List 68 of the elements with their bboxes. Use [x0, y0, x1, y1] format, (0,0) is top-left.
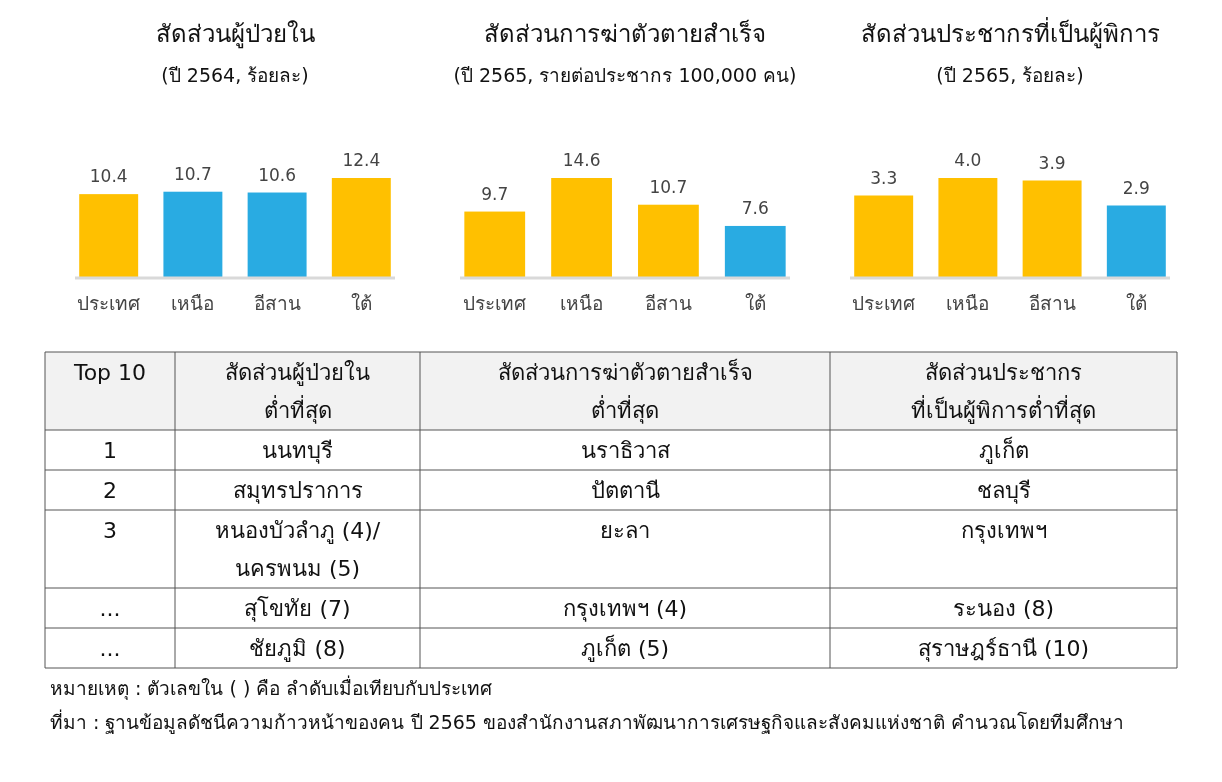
- bar: [551, 178, 612, 278]
- text: Top 10: [72, 360, 147, 385]
- text: กรุงเทพฯ: [960, 518, 1047, 543]
- x-tick-label: เหนือ: [171, 292, 215, 314]
- data-label: 7.6: [741, 197, 769, 218]
- text: สมุทรปราการ: [232, 478, 363, 503]
- text: นราธิวาส: [580, 438, 670, 463]
- data-label: 10.6: [258, 164, 297, 185]
- text: ชัยภูมิ (8): [249, 636, 346, 661]
- chart-subtitle: (ปี 2565, รายต่อประชากร 100,000 คน): [453, 64, 797, 86]
- data-label: 3.3: [870, 167, 898, 188]
- text: กรุงเทพฯ (4): [562, 596, 688, 621]
- chart-subtitle: (ปี 2565, ร้อยละ): [936, 64, 1084, 86]
- text: ชลบุรี: [976, 478, 1031, 503]
- chart-title: สัดส่วนประชากรที่เป็นผู้พิการ: [860, 17, 1160, 49]
- x-tick-label: อีสาน: [1028, 292, 1076, 314]
- text: ยะลา: [600, 518, 650, 543]
- bar: [724, 225, 786, 278]
- x-tick-label: ใต้: [1125, 292, 1147, 314]
- chart-title: สัดส่วนการฆ่าตัวตายสำเร็จ: [484, 19, 766, 48]
- data-label: 12.4: [342, 150, 381, 170]
- text: หนองบัวลำภู (4)/ นครพนม (5): [214, 518, 381, 581]
- category-label: ...: [99, 596, 121, 621]
- x-tick-label: เหนือ: [946, 292, 990, 314]
- category-label: สัดส่วนประชากร ที่เป็นผู้พิการต่ำที่สุด: [911, 360, 1096, 424]
- text: ปัตตานี: [590, 478, 660, 503]
- category-label: 3: [103, 518, 117, 543]
- bar: [79, 194, 139, 278]
- text: ภูเก็ต: [978, 438, 1029, 463]
- data-label: 4.0: [954, 150, 982, 170]
- data-label: 2.9: [1122, 177, 1150, 198]
- bar: [1106, 205, 1166, 278]
- bar: [638, 204, 699, 278]
- x-tick-label: ใต้: [350, 292, 372, 314]
- x-tick-label: อีสาน: [253, 292, 301, 314]
- text: นนทบุรี: [262, 438, 333, 463]
- bar: [1022, 180, 1082, 278]
- text: ระนอง (8): [952, 596, 1055, 621]
- data-label: 9.7: [481, 183, 509, 204]
- bar: [464, 211, 526, 278]
- x-tick-label: ประเทศ: [77, 292, 141, 314]
- bar: [163, 191, 223, 278]
- x-tick-label: ใต้: [744, 292, 766, 314]
- data-label: 10.4: [89, 166, 128, 187]
- data-label: 3.9: [1038, 152, 1066, 173]
- bar: [854, 195, 914, 278]
- chart-subtitle: (ปี 2564, ร้อยละ): [161, 64, 309, 86]
- category-label: ...: [99, 636, 121, 661]
- bar: [331, 178, 391, 278]
- x-tick-label: อีสาน: [644, 292, 692, 314]
- text: ภูเก็ต (5): [580, 636, 670, 661]
- x-tick-label: เหนือ: [560, 292, 604, 314]
- text: ที่มา : ฐานข้อมูลดัชนีความก้าวหน้าของคน ปี 2565 ของสำนักงานสภาพัฒนาการเศรษฐกิจและสังคมแห่งชาติ คำนวณโดยทีมศึกษา: [50, 708, 1125, 736]
- text: สุโขทัย (7): [244, 596, 351, 621]
- chart-title: สัดส่วนผู้ป่วยใน: [155, 20, 315, 49]
- category-label: 2: [103, 478, 117, 503]
- data-label: 14.6: [562, 150, 601, 170]
- text: หมายเหตุ : ตัวเลขใน ( ) คือ ลำดับเมื่อเทียบกับประเทศ: [50, 674, 494, 702]
- category-label: สัดส่วนการฆ่าตัวตายสำเร็จ ต่ำที่สุด: [497, 358, 753, 424]
- data-label: 10.7: [649, 176, 688, 197]
- category-label: 1: [103, 438, 117, 463]
- data-label: 10.7: [173, 163, 212, 184]
- bar: [938, 178, 998, 278]
- x-tick-label: ประเทศ: [852, 292, 916, 314]
- bar: [247, 192, 307, 278]
- category-label: สัดส่วนผู้ป่วยใน ต่ำที่สุด: [225, 360, 370, 424]
- x-tick-label: ประเทศ: [463, 292, 527, 314]
- text: สุราษฎร์ธานี (10): [917, 636, 1090, 661]
